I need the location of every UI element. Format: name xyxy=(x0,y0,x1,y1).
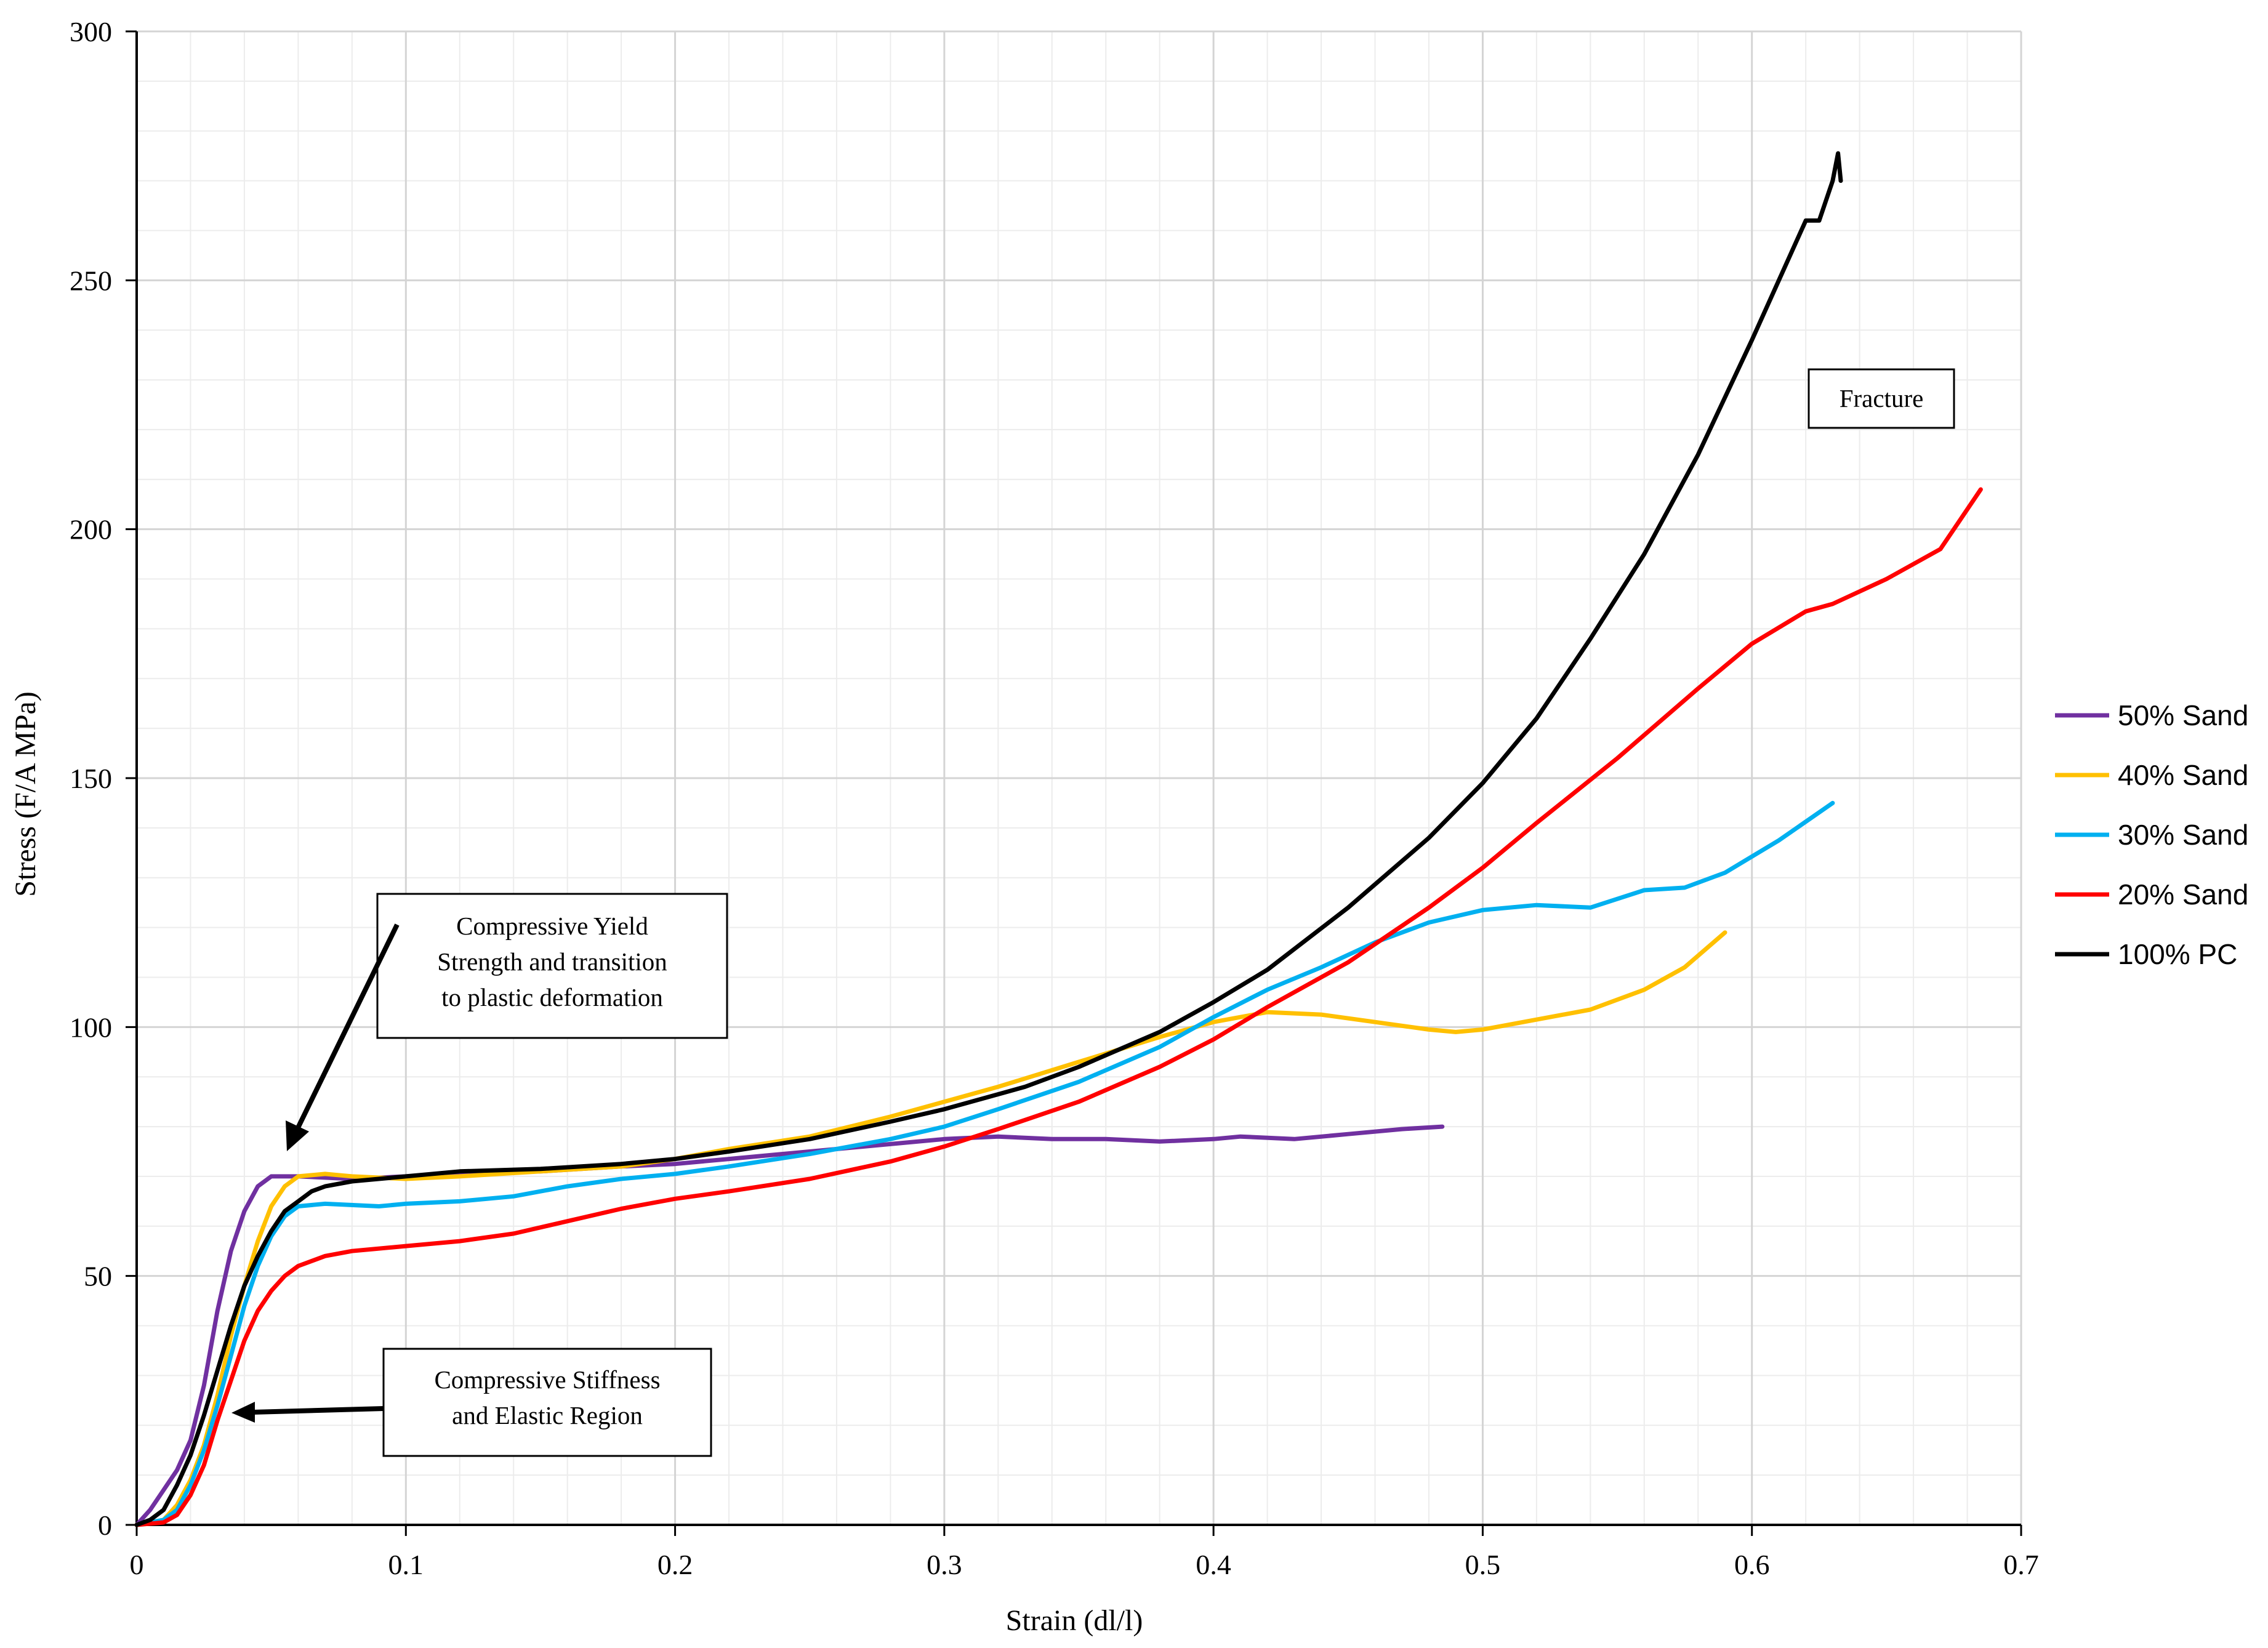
annotation-stiffness: Compressive Stiffness and Elastic Region xyxy=(231,1348,712,1457)
annotation-yield-line-1: Compressive Yield xyxy=(456,912,648,940)
annotation-stiffness-box xyxy=(382,1348,712,1457)
y-tick-label: 200 xyxy=(70,514,112,545)
y-tick-label: 100 xyxy=(70,1011,112,1043)
series-line-30-sand xyxy=(134,800,1835,1527)
annotation-stiffness-arrowhead xyxy=(231,1402,255,1423)
y-tick-label: 50 xyxy=(84,1261,112,1292)
y-tick-label: 300 xyxy=(70,16,112,47)
annotation-stiffness-arrow xyxy=(252,1406,384,1415)
x-tick-label: 0 xyxy=(130,1549,144,1580)
x-tick-label: 0.1 xyxy=(388,1549,424,1580)
x-tick-label: 0.2 xyxy=(657,1549,693,1580)
annotation-yield: Compressive Yield Strength and transitio… xyxy=(286,893,728,1151)
series-lines xyxy=(134,151,1983,1527)
y-tick-label: 0 xyxy=(98,1509,112,1541)
legend: 50% Sand 40% Sand 30% Sand 20% Sand 100% PC xyxy=(2055,699,2248,970)
legend-label: 100% PC xyxy=(2118,938,2237,970)
annotation-yield-box xyxy=(376,893,728,1039)
x-tick-label: 0.4 xyxy=(1196,1549,1231,1580)
series-line-40-sand xyxy=(134,930,1727,1527)
x-tick-label: 0.5 xyxy=(1465,1549,1501,1580)
series-line-20-sand xyxy=(134,487,1983,1527)
x-tick-label: 0.6 xyxy=(1734,1549,1770,1580)
annotation-yield-arrow xyxy=(294,923,400,1131)
legend-label: 20% Sand xyxy=(2118,878,2248,910)
y-axis-title: Stress (F/A MPa) xyxy=(9,691,42,896)
x-tick-label: 0.7 xyxy=(2003,1549,2039,1580)
annotation-fracture-box xyxy=(1808,368,1955,429)
legend-label: 30% Sand xyxy=(2118,819,2248,851)
annotation-fracture-text: Fracture xyxy=(1840,384,1924,412)
tick-labels: 0 0.1 0.2 0.3 0.4 0.5 0.6 0.7 0 50 100 150 200 250 300 xyxy=(70,16,2039,1580)
annotation-yield-line-2: Strength and transition xyxy=(437,947,667,976)
legend-label: 50% Sand xyxy=(2118,699,2248,731)
annotation-yield-line-3: to plastic deformation xyxy=(441,983,663,1011)
axes xyxy=(126,30,2022,1536)
annotation-stiffness-line-2: and Elastic Region xyxy=(452,1401,643,1429)
annotation-yield-arrowhead xyxy=(286,1120,309,1151)
major-gridlines xyxy=(137,30,2022,1525)
legend-label: 40% Sand xyxy=(2118,759,2248,791)
series-line-100-pc xyxy=(134,151,1843,1527)
y-tick-label: 150 xyxy=(70,763,112,794)
annotation-fracture: Fracture xyxy=(1808,368,1955,429)
y-tick-label: 250 xyxy=(70,265,112,296)
annotation-stiffness-line-1: Compressive Stiffness xyxy=(434,1365,660,1394)
x-axis-title: Strain (dl/l) xyxy=(1006,1604,1143,1637)
x-tick-label: 0.3 xyxy=(927,1549,962,1580)
